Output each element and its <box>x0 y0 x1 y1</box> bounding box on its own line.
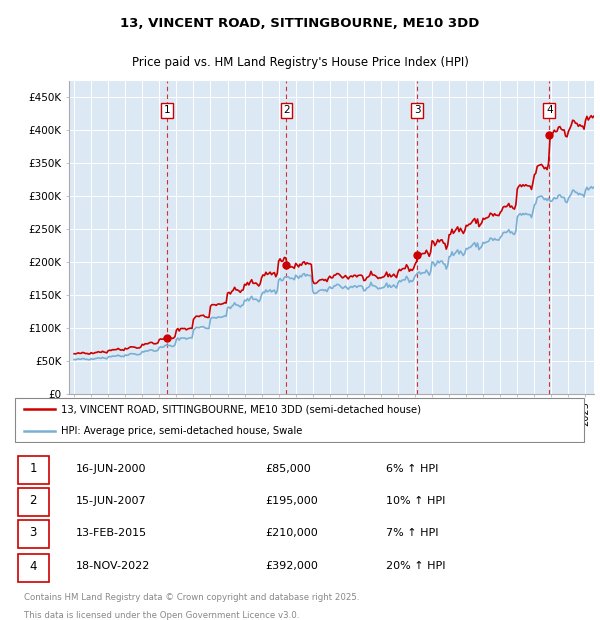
Text: 2: 2 <box>283 105 290 115</box>
Text: 7% ↑ HPI: 7% ↑ HPI <box>386 528 439 538</box>
FancyBboxPatch shape <box>18 520 49 548</box>
Text: 1: 1 <box>29 463 37 475</box>
Text: This data is licensed under the Open Government Licence v3.0.: This data is licensed under the Open Gov… <box>23 611 299 620</box>
Text: 6% ↑ HPI: 6% ↑ HPI <box>386 464 439 474</box>
Text: 20% ↑ HPI: 20% ↑ HPI <box>386 561 446 572</box>
Text: 3: 3 <box>414 105 421 115</box>
FancyBboxPatch shape <box>15 398 584 442</box>
Text: Contains HM Land Registry data © Crown copyright and database right 2025.: Contains HM Land Registry data © Crown c… <box>23 593 359 602</box>
Text: 16-JUN-2000: 16-JUN-2000 <box>76 464 146 474</box>
Text: £195,000: £195,000 <box>265 496 318 506</box>
Text: 13, VINCENT ROAD, SITTINGBOURNE, ME10 3DD: 13, VINCENT ROAD, SITTINGBOURNE, ME10 3D… <box>121 17 479 30</box>
FancyBboxPatch shape <box>18 489 49 516</box>
Text: 4: 4 <box>29 560 37 573</box>
Text: £210,000: £210,000 <box>265 528 318 538</box>
Text: 13, VINCENT ROAD, SITTINGBOURNE, ME10 3DD (semi-detached house): 13, VINCENT ROAD, SITTINGBOURNE, ME10 3D… <box>61 404 421 414</box>
Text: 10% ↑ HPI: 10% ↑ HPI <box>386 496 446 506</box>
Text: 15-JUN-2007: 15-JUN-2007 <box>76 496 146 506</box>
FancyBboxPatch shape <box>18 456 49 484</box>
Text: £392,000: £392,000 <box>265 561 319 572</box>
Text: Price paid vs. HM Land Registry's House Price Index (HPI): Price paid vs. HM Land Registry's House … <box>131 56 469 69</box>
Text: 4: 4 <box>546 105 553 115</box>
Text: 18-NOV-2022: 18-NOV-2022 <box>76 561 150 572</box>
Text: 3: 3 <box>29 526 37 539</box>
Text: 2: 2 <box>29 494 37 507</box>
Text: £85,000: £85,000 <box>265 464 311 474</box>
FancyBboxPatch shape <box>18 554 49 582</box>
Text: 13-FEB-2015: 13-FEB-2015 <box>76 528 146 538</box>
Text: 1: 1 <box>164 105 170 115</box>
Text: HPI: Average price, semi-detached house, Swale: HPI: Average price, semi-detached house,… <box>61 426 302 436</box>
